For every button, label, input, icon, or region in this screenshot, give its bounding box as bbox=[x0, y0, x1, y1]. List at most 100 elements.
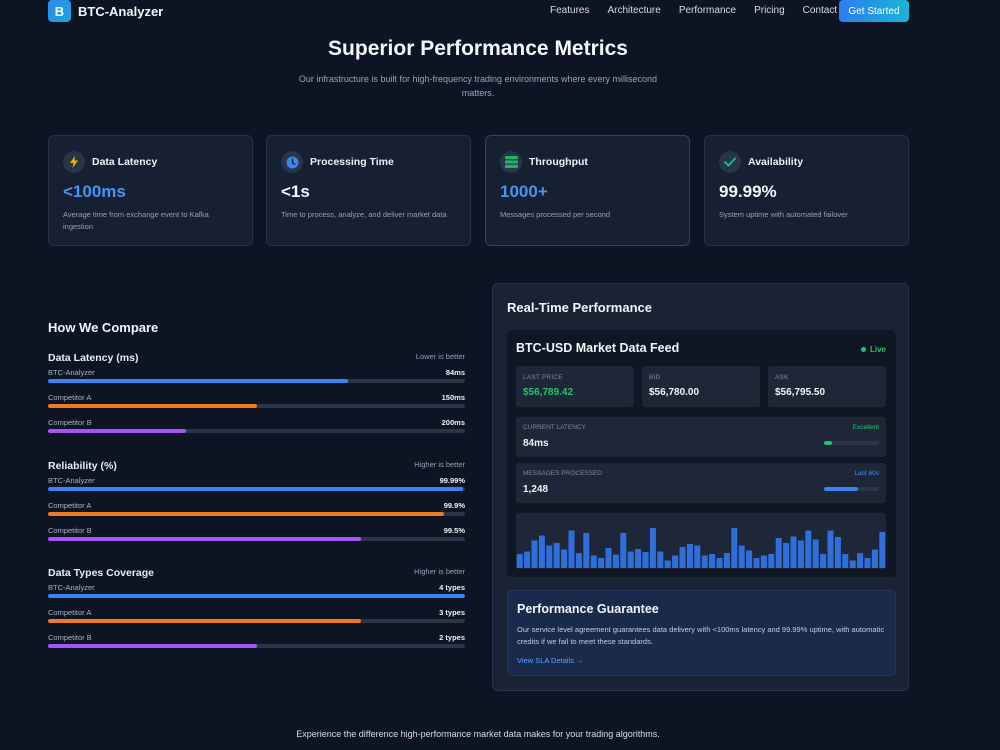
metric-value: 1000+ bbox=[500, 182, 548, 201]
latency-bar bbox=[546, 545, 553, 568]
live-dot-icon bbox=[860, 347, 866, 353]
compare-section-coverage: Data Types Coverage Higher is better BTC… bbox=[48, 567, 465, 658]
compare-section-title: Reliability (%) bbox=[48, 460, 117, 472]
compare-row: Competitor A 3 types bbox=[48, 608, 465, 633]
price-label: ASK bbox=[775, 374, 789, 381]
latency-bar bbox=[768, 554, 775, 568]
messages-processed-box: MESSAGES PROCESSED 1,248 Last 60s bbox=[516, 463, 886, 503]
top-navbar: B BTC-Analyzer Features Architecture Per… bbox=[0, 0, 1000, 24]
realtime-heading: Real-Time Performance bbox=[507, 300, 652, 315]
latency-bar bbox=[797, 540, 804, 568]
check-icon bbox=[719, 151, 741, 173]
compare-section-title: Data Latency (ms) bbox=[48, 352, 139, 364]
latency-bar-chart bbox=[516, 513, 886, 569]
compare-bar-fill bbox=[48, 537, 361, 541]
current-latency-box: CURRENT LATENCY 84ms Excellent bbox=[516, 417, 886, 457]
logo-letter: B bbox=[54, 3, 65, 19]
compare-row-label: Competitor B bbox=[48, 418, 92, 427]
compare-section-note: Lower is better bbox=[415, 352, 465, 361]
stat-label: CURRENT LATENCY bbox=[523, 424, 586, 431]
metric-value: <100ms bbox=[63, 182, 126, 201]
latency-bar bbox=[649, 528, 656, 568]
metric-description: Messages processed per second bbox=[500, 210, 611, 219]
compare-row: BTC-Analyzer 99.99% bbox=[48, 476, 465, 501]
latency-bar bbox=[723, 553, 730, 568]
feed-title: BTC-USD Market Data Feed bbox=[516, 341, 680, 355]
stat-bar-track bbox=[824, 487, 879, 491]
metric-description: System uptime with automated failover bbox=[719, 210, 848, 219]
stat-bar-fill bbox=[824, 487, 859, 491]
last-price-box: LAST PRICE $56,789.42 bbox=[516, 366, 634, 407]
latency-bar bbox=[590, 555, 597, 568]
clock-icon bbox=[281, 151, 303, 173]
metric-card-availability: Availability 99.99% System uptime with a… bbox=[704, 135, 909, 246]
compare-row: BTC-Analyzer 84ms bbox=[48, 368, 465, 393]
logo-icon[interactable]: B bbox=[48, 0, 71, 22]
view-sla-link[interactable]: View SLA Details → bbox=[517, 656, 584, 665]
latency-bar bbox=[738, 545, 745, 568]
price-value: $56,780.00 bbox=[649, 387, 700, 398]
metric-card-processing-time: Processing Time <1s Time to process, ana… bbox=[266, 135, 471, 246]
latency-bar bbox=[672, 555, 679, 568]
compare-row-label: BTC-Analyzer bbox=[48, 476, 95, 485]
latency-bar bbox=[790, 536, 797, 568]
latency-bar bbox=[516, 554, 523, 568]
latency-bar bbox=[775, 538, 782, 568]
latency-bar bbox=[664, 560, 671, 568]
compare-bar-track bbox=[48, 594, 465, 598]
latency-bar bbox=[561, 549, 568, 568]
compare-row: Competitor B 2 types bbox=[48, 633, 465, 658]
nav-link-contact[interactable]: Contact bbox=[802, 5, 838, 16]
latency-bar bbox=[864, 558, 871, 568]
stat-bar-fill bbox=[824, 441, 833, 445]
compare-bar-track bbox=[48, 537, 465, 541]
nav-link-performance[interactable]: Performance bbox=[678, 5, 737, 16]
metric-title: Data Latency bbox=[92, 156, 158, 168]
stat-tag: Excellent bbox=[852, 424, 879, 431]
latency-bar bbox=[820, 554, 827, 568]
compare-bar-track bbox=[48, 379, 465, 383]
compare-bar-fill bbox=[48, 429, 186, 433]
latency-bar bbox=[575, 553, 582, 568]
compare-bar-track bbox=[48, 429, 465, 433]
metric-card-throughput: Throughput 1000+ Messages processed per … bbox=[485, 135, 690, 246]
compare-row-value: 99.9% bbox=[443, 501, 465, 510]
nav-link-features[interactable]: Features bbox=[550, 5, 590, 16]
compare-bar-fill bbox=[48, 619, 361, 623]
metric-value: 99.99% bbox=[719, 182, 777, 201]
latency-bar bbox=[716, 558, 723, 568]
compare-bar-track bbox=[48, 619, 465, 623]
page-title: Superior Performance Metrics bbox=[328, 37, 628, 60]
get-started-button[interactable]: Get Started bbox=[839, 0, 909, 22]
latency-bar bbox=[598, 558, 605, 568]
compare-section-note: Higher is better bbox=[414, 460, 465, 469]
nav-link-pricing[interactable]: Pricing bbox=[754, 5, 785, 16]
latency-bar bbox=[568, 530, 575, 568]
server-icon bbox=[500, 151, 522, 173]
latency-bar bbox=[849, 560, 856, 568]
compare-row-label: Competitor A bbox=[48, 501, 92, 510]
latency-bar bbox=[805, 530, 812, 568]
compare-row-label: Competitor A bbox=[48, 393, 92, 402]
brand-name[interactable]: BTC-Analyzer bbox=[78, 4, 164, 19]
nav-link-architecture[interactable]: Architecture bbox=[607, 5, 661, 16]
latency-bar bbox=[746, 550, 753, 568]
compare-bar-fill bbox=[48, 594, 465, 598]
latency-bar bbox=[842, 554, 849, 568]
stat-value: 84ms bbox=[523, 438, 549, 449]
compare-row-value: 99.99% bbox=[439, 476, 465, 485]
compare-bar-fill bbox=[48, 644, 257, 648]
compare-bar-track bbox=[48, 487, 465, 491]
compare-row-value: 3 types bbox=[439, 608, 465, 617]
latency-bar bbox=[686, 544, 693, 568]
metric-title: Throughput bbox=[529, 156, 588, 168]
metric-description: Time to process, analyze, and deliver ma… bbox=[281, 210, 447, 219]
latency-bar bbox=[627, 551, 634, 568]
compare-row: Competitor A 150ms bbox=[48, 393, 465, 418]
compare-section-reliability: Reliability (%) Higher is better BTC-Ana… bbox=[48, 460, 465, 551]
bid-box: BID $56,780.00 bbox=[642, 366, 760, 407]
live-status-label: Live bbox=[869, 345, 886, 354]
latency-bar bbox=[857, 553, 864, 568]
compare-row: Competitor A 99.9% bbox=[48, 501, 465, 526]
latency-bar bbox=[679, 547, 686, 568]
